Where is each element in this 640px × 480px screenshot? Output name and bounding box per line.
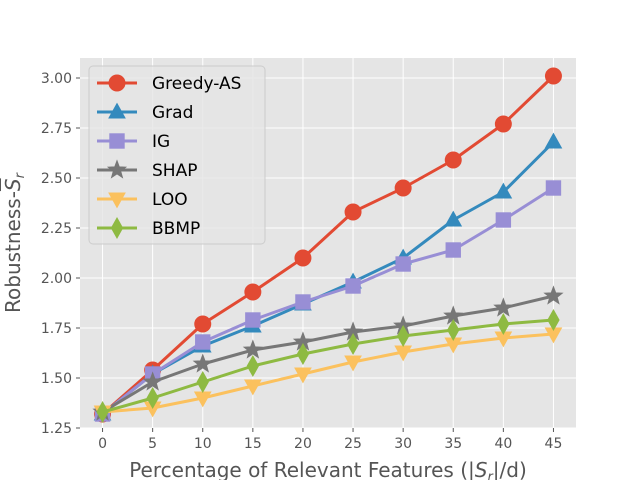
data-point-greedy-as (494, 115, 512, 133)
data-point-shap (242, 339, 263, 359)
data-point-greedy-as (194, 315, 212, 333)
y-tick-label: 1.25 (41, 421, 72, 437)
y-axis-ticks: 1.25 1.50 1.75 2.00 2.25 2.50 2.75 3.00 (41, 71, 80, 437)
y-tick-label: 1.50 (41, 371, 72, 387)
data-point-shap (543, 285, 564, 305)
legend-label: Grad (152, 103, 193, 123)
data-point-grad (444, 210, 463, 227)
data-point-ig (495, 212, 512, 228)
data-point-ig (395, 256, 411, 272)
x-axis-title: Percentage of Relevant Features (|Sr|/d) (129, 458, 527, 480)
y-tick-label: 1.75 (41, 321, 72, 337)
legend-marker (108, 102, 126, 119)
data-point-loo (294, 367, 312, 384)
series-line-bbmp (102, 318, 554, 414)
series-line-greedy-as (101, 74, 555, 416)
data-point-bbmp (196, 370, 209, 394)
data-point-bbmp (296, 342, 310, 366)
data-point-shap (192, 353, 213, 373)
data-point-ig (295, 294, 311, 310)
x-tick-label: 5 (148, 436, 157, 452)
data-point-ig (345, 278, 361, 294)
legend-item-greedy-as: Greedy-AS (97, 74, 241, 94)
data-point-ig (445, 242, 461, 258)
data-point-bbmp (447, 318, 460, 342)
legend-label: Greedy-AS (152, 74, 241, 94)
series-line-shap (101, 294, 554, 414)
legend-marker (108, 74, 126, 92)
series-line-ig (101, 186, 555, 416)
data-point-loo (244, 379, 262, 396)
legend-marker (106, 159, 128, 179)
x-tick-label: 30 (394, 436, 412, 452)
legend-item-bbmp: BBMP (97, 216, 200, 240)
series-bbmp (96, 308, 560, 424)
data-point-shap (142, 371, 163, 391)
x-tick-label: 10 (194, 436, 212, 452)
data-point-bbmp (96, 400, 109, 424)
series-layer (92, 67, 564, 424)
legend-item-loo: LOO (97, 190, 188, 210)
legend: Greedy-AS Grad IG SHAP LOO BBMP (88, 65, 266, 245)
data-point-bbmp (497, 312, 510, 336)
legend-item-grad: Grad (97, 102, 193, 123)
legend-label: BBMP (152, 219, 200, 239)
data-point-greedy-as (444, 151, 462, 169)
legend-item-shap: SHAP (97, 159, 197, 181)
x-axis-ticks: 0 5 10 15 20 25 30 35 40 45 (98, 428, 562, 452)
y-axis-title: Robustness-Sr (1, 171, 28, 313)
x-tick-label: 40 (494, 436, 512, 452)
data-point-bbmp (346, 332, 360, 356)
data-point-grad (494, 182, 513, 199)
data-point-greedy-as (544, 67, 562, 85)
data-point-greedy-as (344, 203, 362, 221)
x-tick-label: 20 (294, 436, 312, 452)
legend-marker (108, 192, 126, 209)
data-point-bbmp (547, 308, 560, 332)
data-point-bbmp (246, 354, 260, 378)
legend-marker (110, 216, 124, 240)
data-point-bbmp (396, 324, 410, 348)
data-point-ig (545, 180, 562, 196)
x-tick-label: 15 (244, 436, 262, 452)
y-tick-label: 2.75 (41, 121, 72, 137)
legend-label: LOO (152, 190, 188, 210)
y-tick-label: 2.25 (41, 221, 72, 237)
x-tick-label: 25 (344, 436, 362, 452)
x-tick-label: 35 (444, 436, 462, 452)
data-point-bbmp (146, 386, 159, 410)
data-point-loo (344, 355, 362, 372)
data-point-greedy-as (244, 283, 262, 301)
y-tick-label: 2.00 (41, 271, 72, 287)
data-point-grad (544, 132, 563, 149)
legend-marker (109, 133, 125, 149)
legend-label: IG (152, 132, 170, 152)
legend-label: SHAP (152, 161, 197, 181)
data-point-greedy-as (294, 249, 312, 267)
legend-item-ig: IG (97, 132, 170, 152)
x-tick-label: 0 (98, 436, 107, 452)
data-point-ig (195, 334, 211, 350)
y-tick-label: 2.50 (41, 171, 72, 187)
data-point-ig (245, 312, 261, 328)
x-tick-label: 45 (545, 436, 563, 452)
y-tick-label: 3.00 (41, 71, 72, 87)
data-point-greedy-as (394, 179, 412, 197)
data-point-shap (493, 297, 514, 317)
series-line-loo (102, 332, 554, 414)
